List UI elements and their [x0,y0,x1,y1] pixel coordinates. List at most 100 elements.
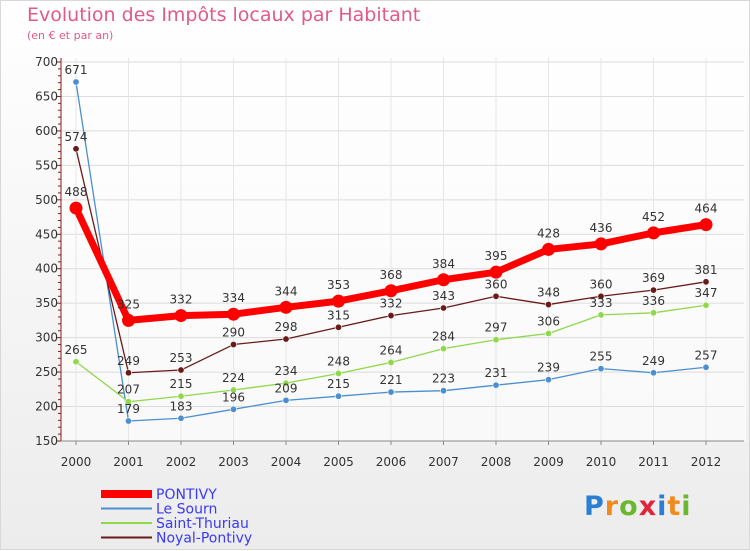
data-label: 336 [642,294,665,308]
legend-label: Saint-Thuriau [156,516,249,532]
legend-label: PONTIVY [156,487,217,503]
data-label: 183 [170,399,193,413]
data-label: 488 [65,185,88,199]
data-label: 369 [642,271,665,285]
data-point [702,363,710,371]
x-tick-label: 2009 [533,455,564,469]
data-label: 179 [117,402,140,416]
data-label: 395 [485,249,508,263]
data-point [489,265,503,279]
data-point [282,396,290,404]
data-label: 325 [117,297,140,311]
data-label: 381 [695,263,718,277]
data-label: 290 [222,326,245,340]
data-point [174,309,188,323]
data-label: 223 [432,372,455,386]
data-label: 234 [275,364,298,378]
data-label: 347 [695,286,718,300]
data-point [492,292,500,300]
x-tick-label: 2004 [271,455,302,469]
y-tick-label: 700 [35,55,58,69]
x-tick-label: 2005 [323,455,354,469]
data-label: 298 [275,320,298,334]
data-point [702,301,710,309]
y-tick-label: 150 [35,434,58,448]
data-label: 334 [222,291,245,305]
x-tick-label: 2002 [166,455,197,469]
data-point [125,369,133,377]
data-label: 255 [590,350,613,364]
data-point [177,392,185,400]
data-label: 224 [222,371,245,385]
data-point [597,311,605,319]
data-label: 231 [485,366,508,380]
data-label: 315 [327,308,350,322]
data-point [122,313,135,327]
x-tick-label: 2000 [61,455,92,469]
legend-label: Noyal-Pontivy [156,531,252,547]
data-point [125,417,133,425]
x-tick-label: 2008 [481,455,512,469]
data-point [177,414,185,422]
data-label: 368 [380,268,403,282]
data-point [72,145,80,153]
data-point [125,398,133,406]
x-tick-label: 2003 [218,455,249,469]
y-tick-label: 300 [35,331,58,345]
x-tick-label: 2012 [691,455,722,469]
data-point [387,358,395,366]
data-point [649,286,657,294]
data-label: 464 [695,202,718,216]
logo-letter: i [681,491,692,522]
y-tick-label: 550 [35,158,58,172]
logo-letter: t [667,491,682,522]
data-label: 196 [222,390,245,404]
data-label: 284 [432,330,455,344]
y-tick-label: 650 [35,89,58,103]
x-tick-label: 2007 [428,455,459,469]
data-point [492,336,500,344]
data-label: 221 [380,373,403,387]
chart-title: Evolution des Impôts locaux par Habitant [27,4,421,26]
data-point [334,392,342,400]
data-label: 671 [65,63,88,77]
logo-letter: x [638,491,658,522]
data-label: 253 [170,351,193,365]
data-label: 452 [642,210,665,224]
logo-letter: i [657,491,668,522]
data-label: 348 [537,286,560,300]
data-point [384,284,398,298]
data-point [282,335,290,343]
data-label: 428 [537,226,560,240]
data-label: 306 [537,315,560,329]
data-point [437,273,450,287]
data-point [544,376,552,384]
data-point [597,292,605,300]
data-point [230,341,238,349]
data-label: 436 [590,221,613,235]
data-point [702,278,710,286]
data-label: 332 [380,297,403,311]
data-label: 297 [485,321,508,335]
data-point [649,309,657,317]
y-tick-label: 600 [35,124,58,138]
legend-label: Le Sourn [156,502,217,518]
y-tick-label: 200 [35,400,58,414]
data-point [387,388,395,396]
data-label: 264 [380,343,403,357]
data-point [699,218,713,232]
data-point [439,304,447,312]
data-label: 333 [590,296,613,310]
data-label: 332 [170,293,193,307]
data-label: 360 [590,277,613,291]
data-point [439,345,447,353]
data-label: 384 [432,257,455,271]
y-tick-label: 400 [35,262,58,276]
data-label: 343 [432,289,455,303]
data-point [332,294,345,308]
y-tick-label: 250 [35,365,58,379]
data-point [594,237,608,251]
chart-subtitle: (en € et par an) [27,29,114,42]
data-point [69,201,83,215]
